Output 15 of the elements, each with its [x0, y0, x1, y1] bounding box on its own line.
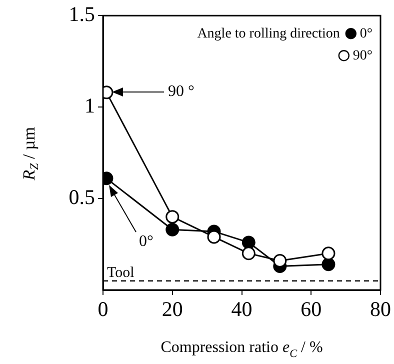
x-tick-label: 0: [98, 297, 108, 322]
legend-label: 90°: [352, 48, 373, 64]
y-tick-label: 0.5: [68, 185, 95, 210]
x-tick-label: 20: [162, 297, 183, 322]
ref-line-label: Tool: [107, 264, 134, 281]
y-axis-title: RZ / µm: [19, 126, 42, 182]
x-tick-label: 40: [231, 297, 252, 322]
legend-title: Angle to rolling direction: [197, 26, 340, 42]
annotation: 90 °: [168, 83, 194, 100]
x-tick-label: 60: [300, 297, 322, 322]
x-tick-label: 80: [370, 297, 391, 322]
legend-label: 0°: [360, 26, 373, 42]
annotation: 0°: [139, 233, 154, 250]
y-tick-label: 1: [84, 94, 95, 118]
y-tick-label: 1.5: [68, 2, 95, 26]
